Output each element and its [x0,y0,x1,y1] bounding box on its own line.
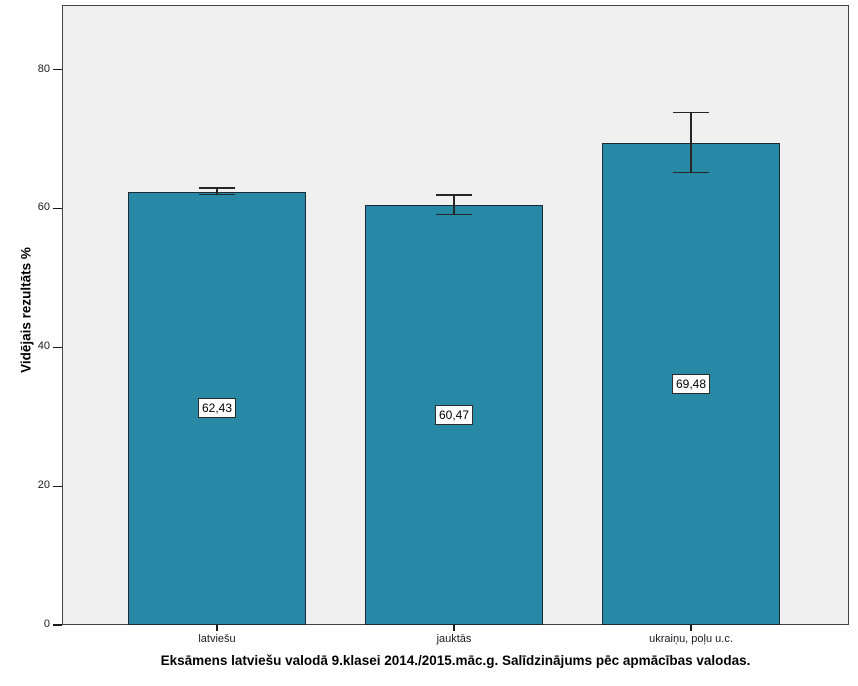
y-axis-label: Vidējais rezultāts % [18,247,34,373]
error-bar-cap-bottom [436,213,472,216]
y-tick-mark [53,207,62,209]
error-bar-cap-top [673,111,709,114]
y-tick-label: 60 [37,201,50,214]
y-tick-label: 20 [37,479,50,492]
x-tick-label: ukraiņu, poļu u.c. [649,633,733,645]
chart-title: Eksāmens latviešu valodā 9.klasei 2014./… [160,653,751,668]
bar-2 [365,205,543,625]
y-tick-label: 80 [37,62,50,75]
value-label: 60,47 [434,405,474,426]
error-bar-cap-top [199,187,235,190]
error-bar-cap-bottom [673,171,709,174]
y-tick-mark [53,485,62,487]
y-tick-label: 0 [43,618,50,630]
error-bar-line [216,188,218,195]
x-tick-mark [453,625,455,631]
x-tick-mark [216,625,218,631]
y-tick-label: 40 [37,340,50,353]
x-tick-mark [690,625,692,631]
y-tick-mark [53,68,62,71]
x-tick-label: latviešu [198,633,236,645]
value-label: 62,43 [197,398,237,419]
error-bar-line [453,195,455,215]
y-tick-mark [53,624,62,626]
y-tick-mark [53,346,62,348]
error-bar-cap-bottom [199,193,235,196]
value-label: 69,48 [671,373,711,394]
error-bar-line [690,112,692,173]
error-bar-cap-top [436,194,472,197]
x-tick-label: jauktās [436,633,472,645]
